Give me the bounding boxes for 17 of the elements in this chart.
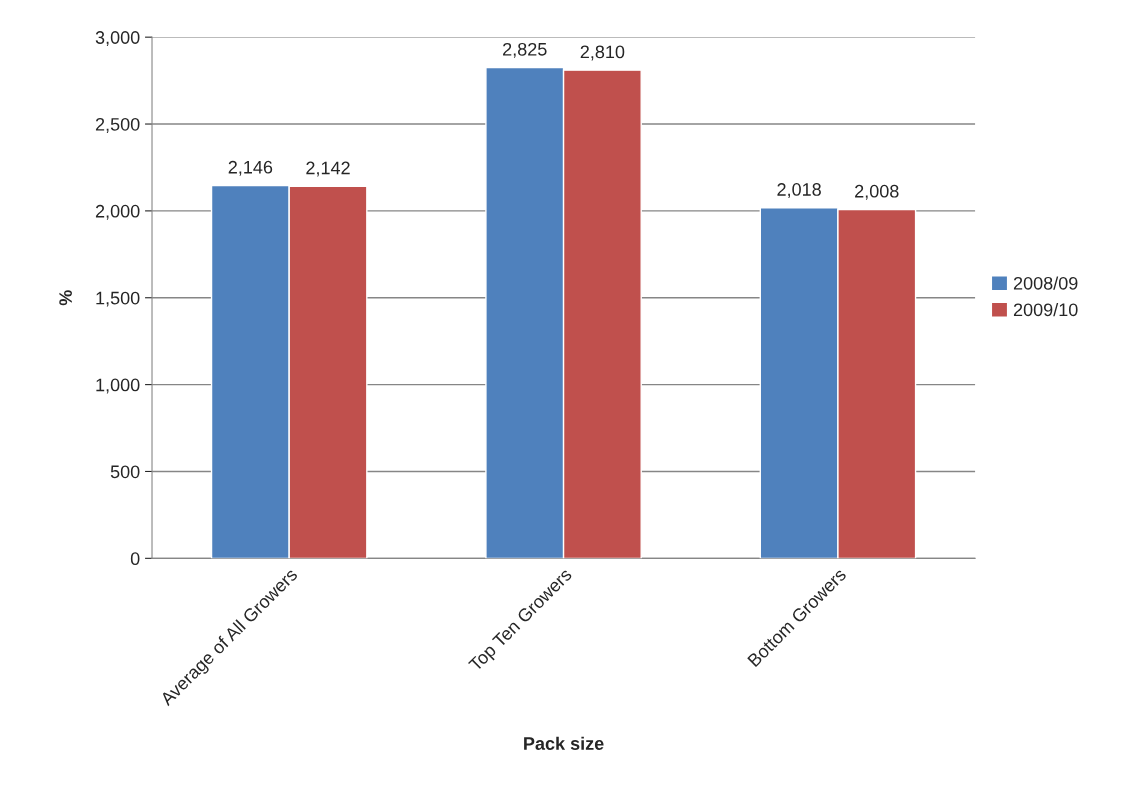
data-label: 2,018 — [777, 183, 821, 198]
y-tick-label: 2,000 — [95, 204, 140, 220]
y-tick-label: 500 — [110, 465, 140, 479]
y-tick-label: 2,500 — [95, 117, 140, 133]
y-tick-label: 1,500 — [96, 291, 140, 307]
data-label: 2,146 — [228, 160, 273, 176]
data-label: 2,142 — [306, 161, 350, 177]
y-tick-label: 1,000 — [96, 378, 140, 394]
y-tick-label: 3,000 — [95, 31, 140, 47]
y-tick-label: 0 — [130, 552, 140, 566]
x-axis-title: Pack size — [524, 736, 604, 750]
data-label: 2,825 — [503, 42, 547, 58]
legend-label: 2008/09 — [1013, 276, 1078, 290]
legend-label: 2009/10 — [1013, 302, 1078, 317]
y-axis-title: % — [59, 290, 72, 306]
data-label: 2,008 — [855, 184, 899, 200]
data-label: 2,810 — [580, 45, 625, 61]
